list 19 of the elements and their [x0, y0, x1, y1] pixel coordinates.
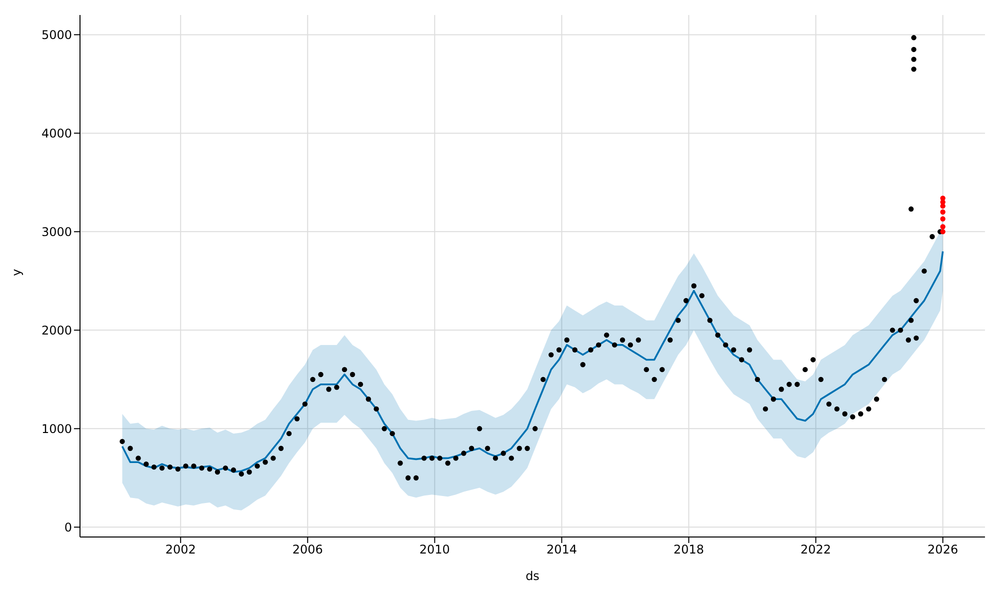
x-tick-label: 2018	[673, 542, 704, 557]
x-tick-label: 2010	[419, 542, 450, 557]
y-tick-label: 2000	[41, 323, 72, 338]
point	[940, 209, 946, 215]
x-tick-label: 2014	[546, 542, 577, 557]
y-axis-title: y	[9, 268, 24, 276]
point	[940, 224, 946, 230]
point	[940, 229, 946, 234]
x-tick-label: 2006	[292, 542, 323, 557]
y-tick-label: 1000	[41, 422, 72, 436]
y-tick-label: 4000	[41, 126, 72, 140]
x-tick-label: 2022	[800, 542, 832, 557]
x-tick-label: 2002	[165, 542, 196, 557]
y-tick-label: 5000	[41, 28, 72, 42]
x-axis-title: ds	[526, 569, 540, 583]
y-tick-label: 3000	[41, 224, 72, 239]
point	[940, 216, 946, 222]
y-tick-label: 0	[64, 520, 72, 534]
x-tick-label: 2026	[928, 542, 958, 557]
